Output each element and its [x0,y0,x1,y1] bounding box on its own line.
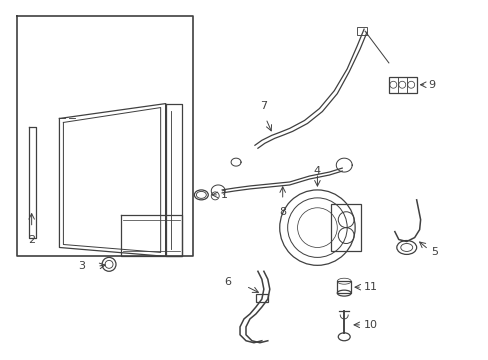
Text: 11: 11 [364,282,377,292]
Text: 9: 9 [427,80,435,90]
Text: 2: 2 [28,235,35,244]
Text: 8: 8 [279,207,285,217]
Bar [337,281,350,293]
Text: 1: 1 [221,190,228,200]
Text: 7: 7 [260,100,267,111]
Bar [255,294,267,302]
Text: 3: 3 [78,261,85,271]
Text: 4: 4 [313,166,320,176]
Text: 6: 6 [224,277,231,287]
Bar [388,77,416,93]
Text: 5: 5 [431,247,438,257]
Text: 10: 10 [364,320,377,330]
Bar [356,27,366,35]
Bar [331,204,360,251]
